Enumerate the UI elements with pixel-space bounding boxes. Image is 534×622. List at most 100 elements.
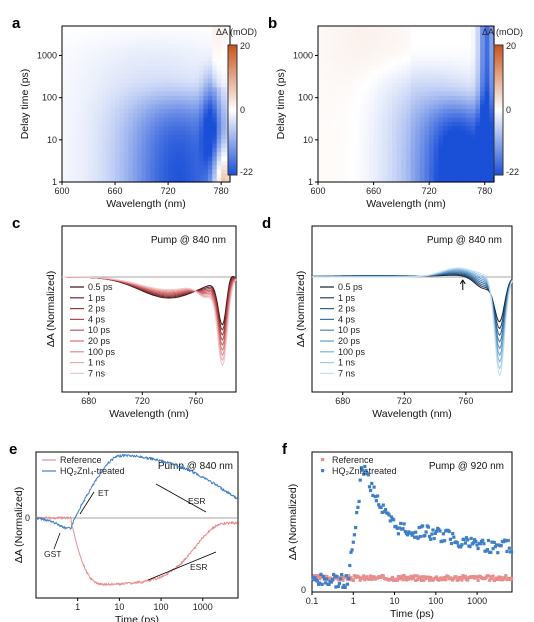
heatmap-cell [318,143,324,148]
heatmap-cell [101,121,107,127]
heatmap-cell [341,104,347,109]
heatmap-cell [119,112,125,118]
heatmap-cell [66,164,72,170]
heatmap-cell [443,117,449,122]
heatmap-cell [194,177,200,183]
heatmap-cell [163,95,169,101]
heatmap-cell [92,43,98,49]
heatmap-cell [172,112,178,118]
heatmap-cell [141,82,147,88]
heatmap-cell [185,30,191,36]
heatmap-cell [212,143,218,148]
heatmap-cell [466,173,472,179]
heatmap-cell [79,95,85,101]
heatmap-cell [466,104,472,109]
heatmap-cell [199,177,205,183]
heatmap-cell [392,164,398,170]
heatmap-cell [66,86,72,92]
heatmap-cell [461,69,467,75]
heatmap-cell [132,82,138,88]
heatmap-cell [345,91,352,96]
heatmap-cell [79,130,85,135]
heatmap-cell [70,82,76,88]
heatmap-cell [368,130,375,135]
heatmap-cell [221,147,227,153]
heatmap-cell [475,60,481,66]
heatmap-cell [216,143,222,148]
heatmap-cell [62,134,68,140]
heatmap-cell [150,125,156,131]
heatmap-cell [212,169,218,174]
treated-point [428,534,432,539]
reference-point [476,578,480,582]
heatmap-cell [221,99,227,105]
heatmap-cell [456,125,463,131]
heatmap-cell [373,160,379,166]
heatmap-cell [115,73,121,79]
heatmap-cell [194,104,200,109]
heatmap-cell [154,73,160,79]
heatmap-cell [123,147,129,153]
heatmap-cell [489,73,495,79]
heatmap-cell [207,43,213,49]
heatmap-cell [484,151,490,157]
heatmap-cell [141,65,147,70]
heatmap-cell [176,138,182,144]
heatmap-cell [331,56,338,62]
heatmap-cell [88,130,94,135]
heatmap-cell [456,43,463,49]
heatmap-cell [110,86,116,92]
heatmap-cell [132,130,138,135]
heatmap-cell [172,134,178,140]
heatmap-cell [185,91,191,96]
heatmap-cell [410,143,416,148]
heatmap-cell [410,34,416,40]
heatmap-cell [207,169,213,174]
heatmap-cell [97,39,103,44]
heatmap-cell [110,169,116,174]
heatmap-cell [194,60,200,66]
heatmap-cell [447,130,453,135]
heatmap-cell [429,34,435,40]
heatmap-cell [194,134,200,140]
treated-point [447,529,451,534]
heatmap-cell [181,91,187,96]
heatmap-cell [373,82,379,88]
heatmap-cell [185,112,191,118]
heatmap-cell [70,156,76,161]
heatmap-cell [101,173,107,179]
heatmap-cell [123,65,129,70]
heatmap-cell [452,138,458,144]
heatmap-cell [350,112,356,118]
heatmap-cell [190,121,196,127]
heatmap-cell [221,173,227,179]
heatmap-cell [364,125,370,131]
heatmap-cell [70,112,76,118]
heatmap-cell [212,130,218,135]
heatmap-cell [387,52,393,57]
heatmap-cell [119,125,125,131]
heatmap-cell [115,125,121,131]
heatmap-cell [470,52,477,57]
heatmap-cell [359,173,365,179]
heatmap-cell [475,156,481,161]
heatmap-cell [79,177,85,183]
heatmap-cell [216,65,222,70]
heatmap-cell [322,112,328,118]
heatmap-cell [97,104,103,109]
heatmap-cell [331,65,338,70]
heatmap-cell [350,108,356,114]
heatmap-cell [176,104,182,109]
heatmap-cell [461,73,467,79]
heatmap-cell [119,156,125,161]
heatmap-cell [470,95,477,101]
heatmap-cell [106,156,112,161]
heatmap-cell [368,143,375,148]
heatmap-cell [203,104,209,109]
reference-point [488,578,492,582]
treated-trace [35,453,239,530]
heatmap-cell [364,173,370,179]
heatmap-cell [359,73,365,79]
heatmap-cell [154,138,160,144]
heatmap-cell [415,160,421,166]
